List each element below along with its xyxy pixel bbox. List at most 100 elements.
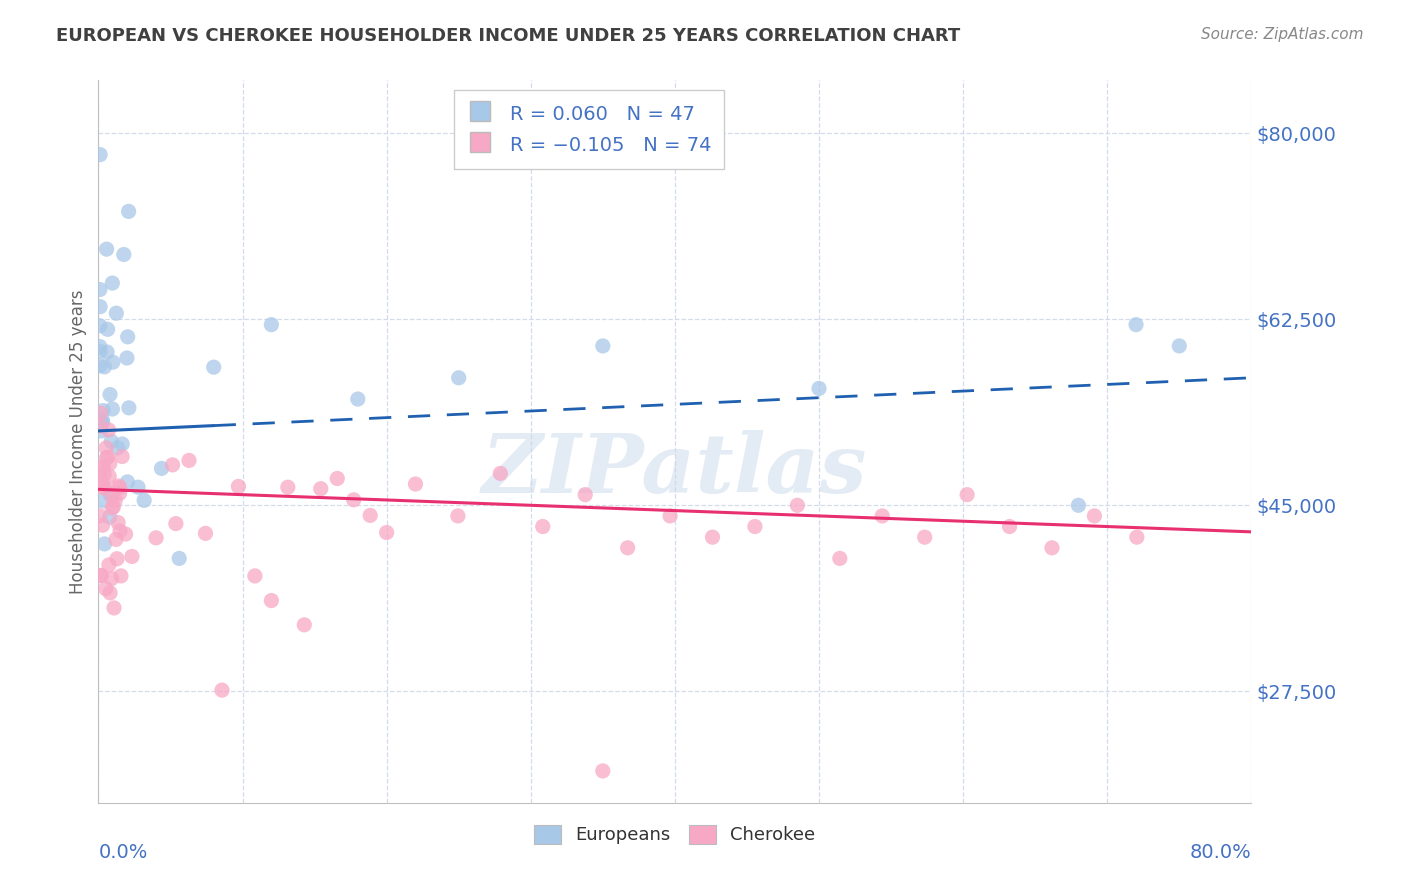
Point xyxy=(107,516,129,530)
Point xyxy=(405,477,427,491)
Point xyxy=(103,601,125,615)
Point xyxy=(93,459,115,474)
Point xyxy=(98,457,121,471)
Point xyxy=(202,360,225,375)
Point xyxy=(91,403,114,417)
Point xyxy=(89,344,111,359)
Text: 80.0%: 80.0% xyxy=(1189,843,1251,862)
Point xyxy=(98,387,121,401)
Point xyxy=(89,418,111,433)
Y-axis label: Householder Income Under 25 years: Householder Income Under 25 years xyxy=(69,289,87,594)
Legend: Europeans, Cherokee: Europeans, Cherokee xyxy=(527,818,823,852)
Text: 0.0%: 0.0% xyxy=(98,843,148,862)
Point xyxy=(260,318,283,332)
Point xyxy=(243,569,266,583)
Point xyxy=(194,526,217,541)
Point xyxy=(107,441,129,455)
Point xyxy=(616,541,638,555)
Point xyxy=(89,413,111,427)
Point xyxy=(659,508,682,523)
Text: Source: ZipAtlas.com: Source: ZipAtlas.com xyxy=(1201,27,1364,42)
Point xyxy=(89,147,111,161)
Point xyxy=(90,424,112,438)
Point xyxy=(96,345,118,359)
Point xyxy=(914,530,936,544)
Point xyxy=(97,450,120,464)
Point xyxy=(343,492,366,507)
Point xyxy=(100,434,122,449)
Point xyxy=(177,453,200,467)
Point xyxy=(702,530,724,544)
Point xyxy=(89,359,111,373)
Point xyxy=(91,518,114,533)
Point xyxy=(346,392,368,406)
Point xyxy=(96,450,118,465)
Point xyxy=(96,242,118,256)
Point xyxy=(165,516,187,531)
Point xyxy=(108,486,131,500)
Point xyxy=(98,586,121,600)
Point xyxy=(91,480,114,494)
Point xyxy=(162,458,184,472)
Point xyxy=(90,568,112,582)
Point xyxy=(1067,498,1090,512)
Point xyxy=(118,401,141,415)
Point xyxy=(127,480,149,494)
Point xyxy=(101,501,124,516)
Point xyxy=(93,467,115,482)
Point xyxy=(447,371,470,385)
Point xyxy=(104,533,127,547)
Point xyxy=(309,482,332,496)
Point xyxy=(110,569,132,583)
Point xyxy=(531,519,554,533)
Point xyxy=(105,306,128,320)
Point xyxy=(104,493,127,508)
Point xyxy=(89,470,111,484)
Point xyxy=(117,475,139,489)
Point xyxy=(94,441,117,455)
Point xyxy=(375,525,398,540)
Point xyxy=(114,527,136,541)
Point xyxy=(100,572,122,586)
Point xyxy=(1126,530,1149,544)
Point xyxy=(94,582,117,596)
Point xyxy=(115,351,138,365)
Point xyxy=(870,508,893,523)
Point xyxy=(744,519,766,533)
Point xyxy=(592,764,614,778)
Point xyxy=(89,508,111,523)
Point xyxy=(574,488,596,502)
Point xyxy=(808,381,831,395)
Point xyxy=(145,531,167,545)
Point xyxy=(121,549,143,564)
Point xyxy=(326,471,349,485)
Text: EUROPEAN VS CHEROKEE HOUSEHOLDER INCOME UNDER 25 YEARS CORRELATION CHART: EUROPEAN VS CHEROKEE HOUSEHOLDER INCOME … xyxy=(56,27,960,45)
Point xyxy=(101,355,124,369)
Point xyxy=(98,487,121,501)
Point xyxy=(111,437,134,451)
Point xyxy=(91,494,114,508)
Point xyxy=(97,423,120,437)
Point xyxy=(97,322,120,336)
Point xyxy=(101,402,124,417)
Point xyxy=(101,489,124,503)
Point xyxy=(134,493,156,508)
Point xyxy=(1168,339,1191,353)
Point xyxy=(91,413,114,427)
Point xyxy=(93,537,115,551)
Point xyxy=(89,300,111,314)
Point xyxy=(956,488,979,502)
Point xyxy=(292,617,315,632)
Point xyxy=(117,204,139,219)
Point xyxy=(277,480,299,494)
Point xyxy=(90,459,112,474)
Point xyxy=(150,461,173,475)
Point xyxy=(786,498,808,512)
Point xyxy=(112,247,135,261)
Point xyxy=(89,340,111,354)
Point xyxy=(211,683,233,698)
Point xyxy=(90,568,112,582)
Point xyxy=(101,276,124,290)
Point xyxy=(98,510,121,524)
Point xyxy=(93,359,115,374)
